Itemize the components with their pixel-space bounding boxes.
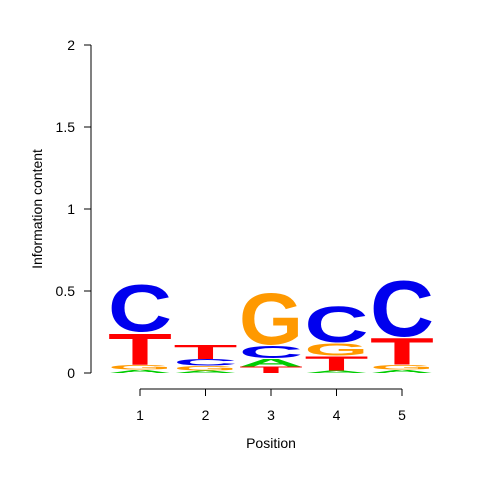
logo-letter-c: C — [305, 297, 369, 353]
logo-letter-g: G — [239, 280, 303, 361]
logo-letter-a: A — [370, 369, 434, 374]
logo-letter-g: G — [174, 365, 238, 372]
logo-letter-a: A — [305, 370, 369, 374]
y-axis: 0 0.5 1 1.5 2 — [56, 37, 92, 381]
logo-letter-c: C — [239, 342, 303, 362]
x-tick-label: 2 — [202, 407, 210, 423]
logo-letter-g: G — [370, 364, 434, 371]
x-tick-label: 5 — [398, 407, 406, 423]
logo-letter-t: T — [370, 330, 434, 372]
x-axis-title: Position — [246, 435, 296, 451]
logo-letter-c: C — [370, 264, 434, 353]
y-tick-label: 0.5 — [56, 283, 76, 299]
logo-letter-c: C — [174, 358, 238, 368]
y-tick-label: 1.5 — [56, 119, 76, 135]
logo-letter-a: A — [108, 369, 172, 374]
logo-letter-t: T — [305, 352, 369, 374]
logo-letter-g: G — [108, 364, 172, 371]
logo-letter-t: T — [108, 325, 172, 375]
x-tick-label: 1 — [136, 407, 144, 423]
logo-letter-g: G — [305, 340, 369, 360]
logo-letter-t: T — [174, 341, 238, 363]
logo-letter-c: C — [108, 271, 172, 346]
y-tick-label: 0 — [67, 365, 75, 381]
y-tick-label: 2 — [67, 37, 75, 53]
x-axis: 1 2 3 4 5 — [136, 388, 406, 423]
y-tick-label: 1 — [67, 201, 75, 217]
y-axis-title: Information content — [29, 149, 45, 269]
logo-letter-a: A — [174, 370, 238, 374]
logo-letter-a: A — [239, 357, 303, 369]
logo-letter-t: T — [239, 365, 303, 375]
x-tick-label: 3 — [267, 407, 275, 423]
x-tick-label: 4 — [333, 407, 341, 423]
